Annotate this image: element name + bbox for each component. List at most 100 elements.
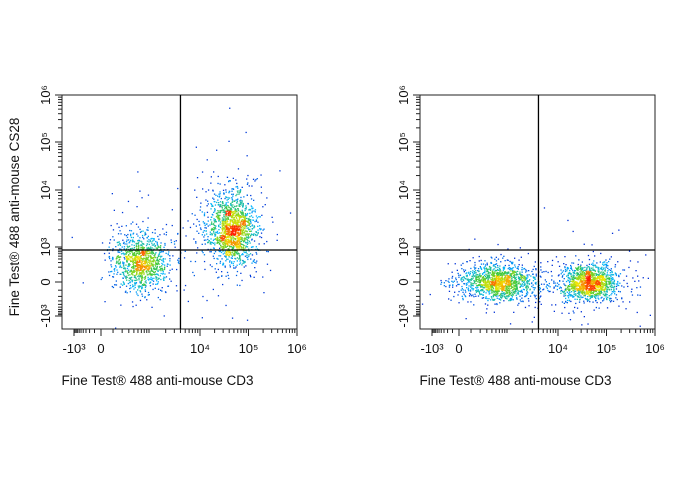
event-dot <box>190 260 192 263</box>
event-dot <box>582 286 584 288</box>
event-dot <box>501 277 503 279</box>
event-dot <box>600 271 602 273</box>
event-dot <box>228 236 230 238</box>
event-dot <box>558 287 561 289</box>
event-dot <box>491 257 493 259</box>
event-dot <box>234 200 236 202</box>
event-dot <box>251 254 254 256</box>
event-dot <box>517 277 520 279</box>
event-dot <box>236 210 238 212</box>
event-dot <box>231 211 233 213</box>
event-dot <box>136 273 138 275</box>
event-dot <box>505 277 507 279</box>
event-dot <box>495 283 497 285</box>
event-dot <box>149 273 151 275</box>
event-dot <box>216 263 218 265</box>
event-dot <box>127 233 129 236</box>
event-dot <box>151 237 153 240</box>
event-dot <box>584 295 586 297</box>
event-dot <box>135 261 138 264</box>
event-dot <box>141 266 143 268</box>
event-dot <box>473 279 475 282</box>
event-dot <box>132 233 134 235</box>
event-dot <box>591 263 593 265</box>
event-dot <box>246 256 248 259</box>
event-dot <box>492 287 495 290</box>
event-dot <box>511 263 514 265</box>
event-dot <box>235 244 237 246</box>
event-dot <box>495 270 498 272</box>
event-dot <box>223 223 225 226</box>
event-dot <box>212 255 214 257</box>
event-dot <box>580 278 582 280</box>
event-dot <box>121 271 124 274</box>
event-dot <box>118 256 121 259</box>
event-dot <box>581 283 583 286</box>
event-dot <box>494 294 496 296</box>
event-dot <box>222 244 225 246</box>
event-dot <box>514 281 516 283</box>
event-dot <box>572 271 574 274</box>
event-dot <box>255 251 257 254</box>
event-dot <box>159 234 161 236</box>
event-dot <box>165 234 167 236</box>
event-dot <box>214 233 216 236</box>
event-dot <box>550 270 552 273</box>
event-dot <box>129 241 131 243</box>
event-dot <box>126 292 128 294</box>
event-dot <box>127 272 129 274</box>
event-dot <box>229 222 231 225</box>
event-dot <box>501 287 503 290</box>
event-dot <box>522 285 524 288</box>
event-dot <box>486 277 488 279</box>
event-dot <box>461 277 463 279</box>
event-dot <box>548 290 550 293</box>
event-dot <box>204 268 206 271</box>
event-dot <box>141 258 144 260</box>
event-dot <box>525 278 527 281</box>
event-dot <box>117 255 119 258</box>
event-dot <box>461 295 463 297</box>
event-dot <box>600 297 602 299</box>
event-dot <box>468 280 470 282</box>
event-dot <box>580 290 582 292</box>
event-dot <box>520 291 522 293</box>
event-dot <box>145 260 147 262</box>
event-dot <box>231 227 233 229</box>
event-dot <box>249 230 252 232</box>
event-dot <box>151 231 154 234</box>
event-dot <box>132 240 135 242</box>
event-dot <box>584 280 586 282</box>
event-dot <box>142 265 144 267</box>
event-dot <box>216 215 218 217</box>
event-dot <box>469 279 471 281</box>
event-dot <box>214 251 217 253</box>
event-dot <box>487 299 489 302</box>
event-dot <box>492 275 494 277</box>
event-dot <box>226 199 228 201</box>
event-dot <box>120 253 123 255</box>
event-dot <box>224 208 226 210</box>
event-dot <box>478 291 480 293</box>
event-dot <box>235 217 237 219</box>
event-dot <box>511 298 513 300</box>
event-dot <box>566 302 568 304</box>
event-dot <box>222 218 224 221</box>
event-dot <box>225 217 227 219</box>
event-dot <box>173 240 176 243</box>
event-dot <box>610 289 613 291</box>
event-dot <box>234 232 237 234</box>
event-dot <box>245 234 247 237</box>
event-dot <box>581 289 583 291</box>
event-dot <box>594 296 596 298</box>
event-dot <box>108 274 111 277</box>
event-dot <box>219 238 221 241</box>
event-dot <box>226 220 228 222</box>
event-dot <box>589 267 591 269</box>
event-dot <box>623 269 626 271</box>
event-dot <box>234 225 236 227</box>
event-dot <box>520 300 522 303</box>
event-dot <box>498 267 501 269</box>
event-dot <box>577 273 579 275</box>
